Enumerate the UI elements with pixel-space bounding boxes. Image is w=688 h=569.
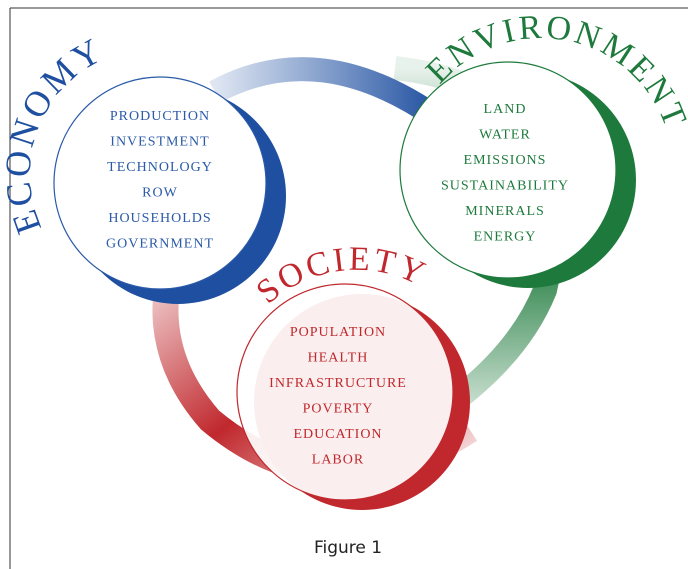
group-item: INFRASTRUCTURE [269,376,407,391]
group-item: MINERALS [465,204,545,219]
group-item: ROW [142,186,178,201]
group-item: LAND [484,102,527,117]
group-item: INVESTMENT [110,135,209,150]
group-item: HOUSEHOLDS [108,211,211,226]
group-item: ENERGY [474,230,537,245]
group-item: WATER [479,128,531,143]
circle [400,62,616,278]
group-item: POVERTY [303,402,374,417]
group-item: PRODUCTION [110,109,210,124]
group-item: EDUCATION [293,427,382,442]
group-item: POPULATION [290,325,386,340]
group-item: HEALTH [308,351,369,366]
group-item: EMISSIONS [464,153,547,168]
group-item: GOVERNMENT [106,237,214,252]
group-item: SUSTAINABILITY [441,179,569,194]
group-item: LABOR [312,453,364,468]
circle [237,284,453,500]
diagram: ECONOMY ENVIRONMENT SOCIETY Figure 1 PRO… [0,0,688,569]
group-item: TECHNOLOGY [107,160,213,175]
caption: Figure 1 [314,538,382,558]
